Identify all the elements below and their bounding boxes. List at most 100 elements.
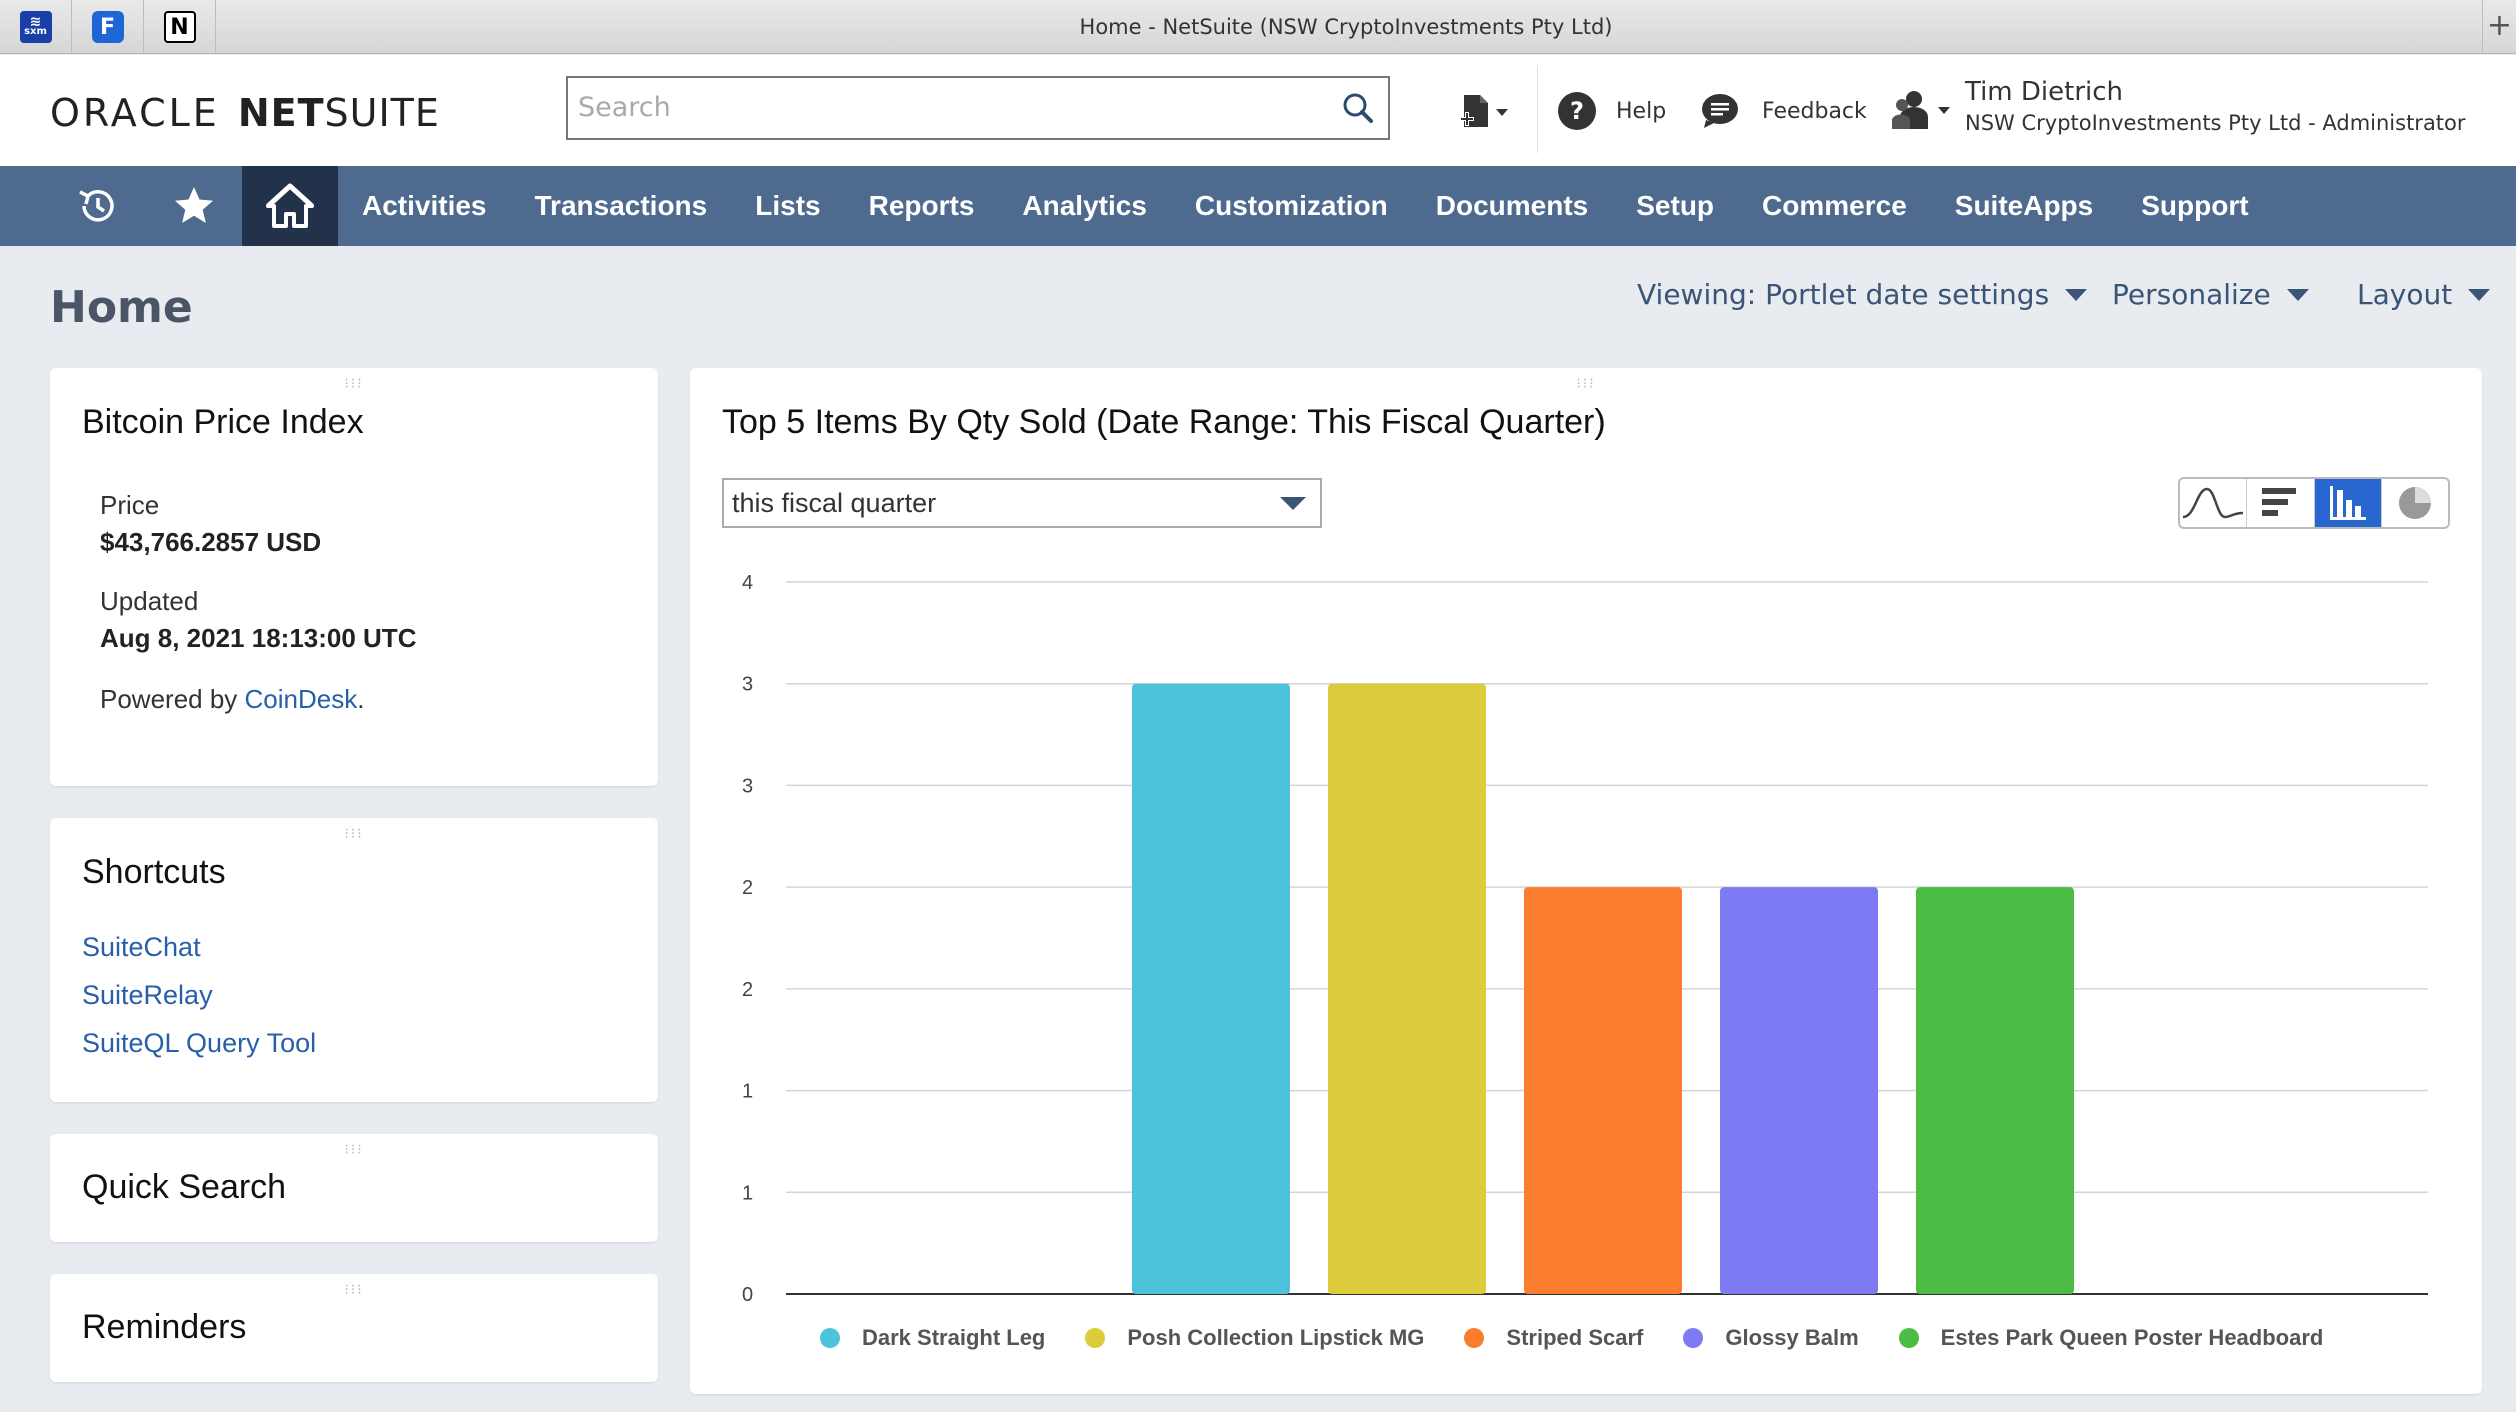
home-button[interactable] [242,166,338,246]
bar-estes-park-queen-poster-headboard[interactable] [1916,887,2074,1294]
nav-activities[interactable]: Activities [362,190,487,221]
user-role: NSW CryptoInvestments Pty Ltd - Administ… [1965,111,2466,135]
user-menu[interactable]: Tim Dietrich NSW CryptoInvestments Pty L… [1965,77,2466,135]
help-button[interactable]: ? Help [1558,89,1666,133]
viewing-dropdown[interactable]: Viewing: Portlet date settings [1637,278,2088,311]
legend-label: Estes Park Queen Poster Headboard [1940,1325,2324,1350]
global-search [566,76,1390,140]
date-range-value: this fiscal quarter [732,488,937,518]
horizontal-bar-chart-icon [2262,488,2297,516]
shortcut-suiteql-query-tool[interactable]: SuiteQL Query Tool [82,1028,317,1058]
price-value: $43,766.2857 USD [100,527,322,557]
portlet-title: Top 5 Items By Qty Sold (Date Range: Thi… [722,403,1606,441]
line-chart-button[interactable] [2180,479,2248,527]
star-icon [175,187,213,223]
column-chart-icon [2329,486,2366,520]
chevron-down-icon [2065,288,2088,301]
pinned-tab-sxm[interactable]: ≋ sxm [0,0,72,54]
new-tab-button[interactable]: + [2482,0,2516,54]
viewing-label: Viewing: Portlet date settings [1637,278,2050,311]
legend-item[interactable]: Posh Collection Lipstick MG [1085,1325,1424,1351]
personalize-dropdown[interactable]: Personalize [2112,278,2309,311]
notion-icon: N [163,11,196,43]
nav-commerce[interactable]: Commerce [1762,190,1907,221]
legend-item[interactable]: Estes Park Queen Poster Headboard [1898,1325,2324,1351]
recent-records-button[interactable] [50,166,146,246]
favorites-button[interactable] [146,166,242,246]
pinned-tab-f[interactable]: F [72,0,144,54]
nav-transactions[interactable]: Transactions [534,190,708,221]
updated-label: Updated [100,586,199,616]
shortcuts-portlet: ⁝⁝⁝ Shortcuts SuiteChat SuiteRelay Suite… [50,818,658,1102]
chart-type-toggle [2178,477,2450,529]
bar-striped-scarf[interactable] [1524,887,1682,1294]
nav-customization[interactable]: Customization [1194,190,1388,221]
nav-reports[interactable]: Reports [868,190,975,221]
price-block: Price $43,766.2857 USD [100,490,321,558]
line-chart-icon [2182,487,2244,519]
f-app-icon: F [91,11,124,43]
date-range-select[interactable]: this fiscal quarter [722,478,1322,528]
drag-handle-icon[interactable]: ⁝⁝⁝ [344,826,364,842]
search-icon[interactable] [1342,92,1374,124]
feedback-icon [1702,94,1738,128]
updated-block: Updated Aug 8, 2021 18:13:00 UTC [100,586,416,654]
y-tick-label: 1 [742,1182,753,1204]
create-new-icon[interactable] [1458,93,1510,133]
pie-chart-icon [2398,487,2431,519]
chevron-down-icon [1280,497,1306,510]
history-icon [79,190,114,222]
legend-label: Glossy Balm [1725,1325,1859,1350]
y-tick-label: 2 [742,979,753,1001]
portlet-title: Quick Search [82,1168,287,1206]
drag-handle-icon[interactable]: ⁝⁝⁝ [344,1282,364,1298]
legend-label: Striped Scarf [1506,1325,1644,1350]
legend-swatch [1683,1328,1704,1348]
column-chart-button[interactable] [2314,479,2382,527]
coindesk-link[interactable]: CoinDesk [244,684,358,714]
user-name: Tim Dietrich [1965,77,2124,107]
header-divider [1537,65,1538,153]
nav-documents[interactable]: Documents [1435,190,1589,221]
y-tick-label: 1 [742,1081,753,1103]
portlet-title: Bitcoin Price Index [82,403,364,441]
legend-item[interactable]: Striped Scarf [1464,1325,1643,1351]
nav-analytics[interactable]: Analytics [1022,190,1147,221]
portlet-title: Reminders [82,1308,247,1346]
layout-label: Layout [2357,278,2453,311]
feedback-button[interactable]: Feedback [1700,89,1867,133]
drag-handle-icon[interactable]: ⁝⁝⁝ [344,376,364,392]
nav-lists[interactable]: Lists [755,190,821,221]
chart-legend: Dark Straight Leg Posh Collection Lipstic… [820,1325,2363,1351]
drag-handle-icon[interactable]: ⁝⁝⁝ [344,1142,364,1158]
chevron-down-icon [2468,288,2491,301]
shortcut-suiterelay[interactable]: SuiteRelay [82,980,213,1010]
legend-item[interactable]: Dark Straight Leg [820,1325,1045,1351]
nav-suiteapps[interactable]: SuiteApps [1954,190,2094,221]
legend-swatch [1464,1328,1485,1348]
oracle-netsuite-logo[interactable]: ORACLE NETSUITE [50,91,440,135]
bar-posh-collection-lipstick-mg[interactable] [1328,683,1486,1294]
drag-handle-icon[interactable]: ⁝⁝⁝ [1576,376,1596,392]
nav-setup[interactable]: Setup [1636,190,1715,221]
bar-dark-straight-leg[interactable] [1132,683,1290,1294]
legend-item[interactable]: Glossy Balm [1683,1325,1859,1351]
bar-chart-button[interactable] [2247,479,2315,527]
quick-search-portlet: ⁝⁝⁝ Quick Search [50,1134,658,1242]
feedback-label: Feedback [1762,98,1867,124]
chevron-down-icon [2286,288,2309,301]
window-title: Home - NetSuite (NSW CryptoInvestments P… [1079,15,1613,39]
y-tick-label: 3 [742,674,753,696]
search-input[interactable] [568,78,1308,136]
nav-support[interactable]: Support [2141,190,2249,221]
pie-chart-button[interactable] [2382,479,2448,527]
shortcut-suitechat[interactable]: SuiteChat [82,932,201,962]
bitcoin-price-portlet: ⁝⁝⁝ Bitcoin Price Index Price $43,766.28… [50,368,658,786]
reminders-portlet: ⁝⁝⁝ Reminders [50,1274,658,1382]
bar-glossy-balm[interactable] [1720,887,1878,1294]
pinned-tab-notion[interactable]: N [144,0,216,54]
roles-icon[interactable] [1890,89,1952,133]
sxm-icon: ≋ sxm [19,11,52,43]
personalize-label: Personalize [2112,278,2271,311]
layout-dropdown[interactable]: Layout [2357,278,2491,311]
